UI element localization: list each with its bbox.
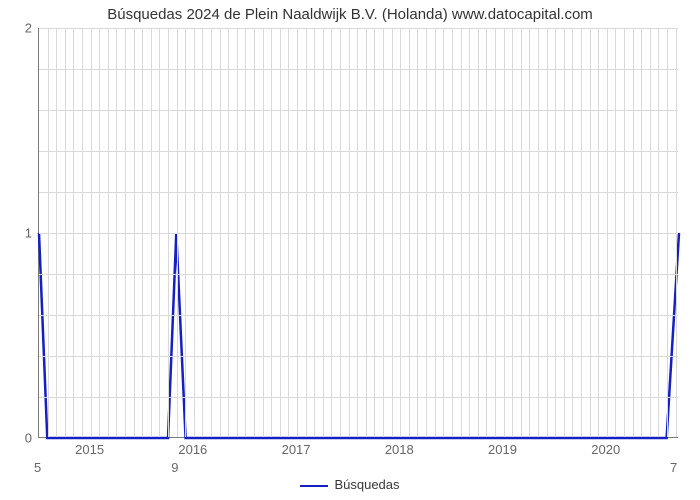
chart-title: Búsquedas 2024 de Plein Naaldwijk B.V. (… <box>0 6 700 23</box>
x-tick-label: 2018 <box>385 442 414 457</box>
legend-swatch <box>300 485 328 487</box>
corner-label-bottom-left: 5 <box>34 460 41 475</box>
y-tick-label: 1 <box>6 226 32 241</box>
x-tick-label: 2015 <box>75 442 104 457</box>
x-tick-label: 2020 <box>591 442 620 457</box>
legend-label: Búsquedas <box>334 477 399 492</box>
corner-label-top-right: 9 <box>171 460 178 475</box>
x-tick-label: 2016 <box>178 442 207 457</box>
y-tick-label: 2 <box>6 21 32 36</box>
x-tick-label: 2017 <box>282 442 311 457</box>
chart-container: Búsquedas 2024 de Plein Naaldwijk B.V. (… <box>0 0 700 500</box>
x-tick-label: 2019 <box>488 442 517 457</box>
legend: Búsquedas <box>0 477 700 492</box>
plot-area <box>38 28 678 438</box>
corner-label-bottom-right: 7 <box>670 460 677 475</box>
y-tick-label: 0 <box>6 431 32 446</box>
